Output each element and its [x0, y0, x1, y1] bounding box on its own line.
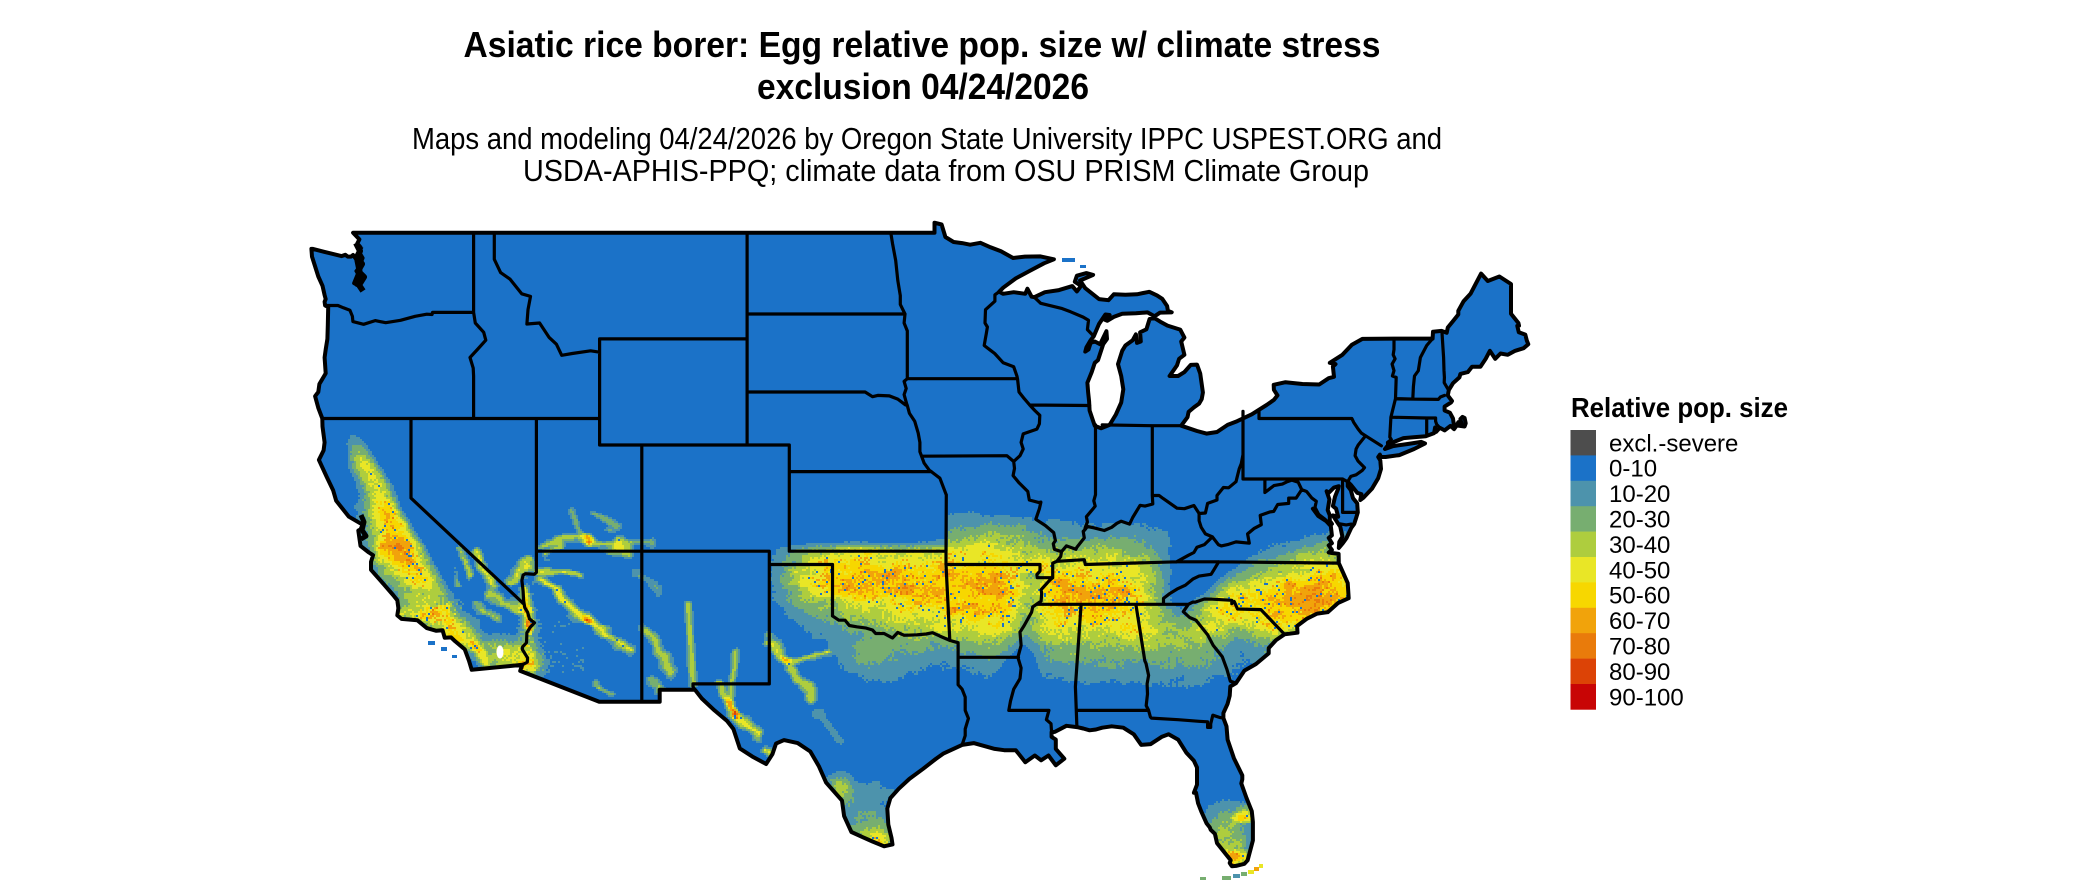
- svg-text:USDA-APHIS-PPQ; climate data f: USDA-APHIS-PPQ; climate data from OSU PR…: [523, 153, 1369, 188]
- svg-text:20-30: 20-30: [1609, 507, 1670, 534]
- svg-text:90-100: 90-100: [1609, 684, 1684, 711]
- svg-text:50-60: 50-60: [1609, 583, 1670, 610]
- svg-text:60-70: 60-70: [1609, 608, 1670, 635]
- svg-text:excl.-severe: excl.-severe: [1609, 430, 1738, 457]
- svg-text:10-20: 10-20: [1609, 481, 1670, 508]
- svg-text:0-10: 0-10: [1609, 456, 1657, 483]
- svg-text:70-80: 70-80: [1609, 634, 1670, 661]
- svg-text:Asiatic rice borer: Egg relati: Asiatic rice borer: Egg relative pop. si…: [464, 24, 1381, 65]
- svg-text:Maps and modeling 04/24/2026 b: Maps and modeling 04/24/2026 by Oregon S…: [412, 121, 1442, 156]
- svg-text:30-40: 30-40: [1609, 532, 1670, 559]
- svg-text:Relative pop. size: Relative pop. size: [1571, 392, 1788, 423]
- svg-text:exclusion 04/24/2026: exclusion 04/24/2026: [757, 66, 1089, 107]
- svg-text:80-90: 80-90: [1609, 659, 1670, 686]
- svg-text:40-50: 40-50: [1609, 557, 1670, 584]
